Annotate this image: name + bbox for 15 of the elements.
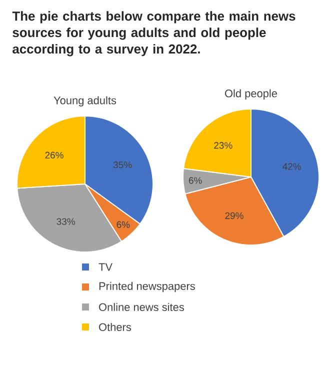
data-label: 35% [113,162,132,168]
data-label: 6% [116,221,130,228]
slice-label: Old people [225,89,278,100]
data-label: 26% [45,152,64,158]
slice-label: Young adults [54,96,116,106]
chart-title: The pie charts below compare the main news sources for young adults and old people according to a survey in 2022. [12,11,296,56]
legend-label: Printed newspapers [99,282,195,292]
data-label: 29% [225,212,244,220]
data-label: 42% [282,163,301,170]
data-label: 6% [189,177,202,184]
data-label: 33% [56,218,75,225]
legend-label: Others [99,322,132,332]
legend-label: Online news sites [99,302,184,312]
legend-label: TV [98,263,112,271]
data-label: 23% [214,142,232,149]
